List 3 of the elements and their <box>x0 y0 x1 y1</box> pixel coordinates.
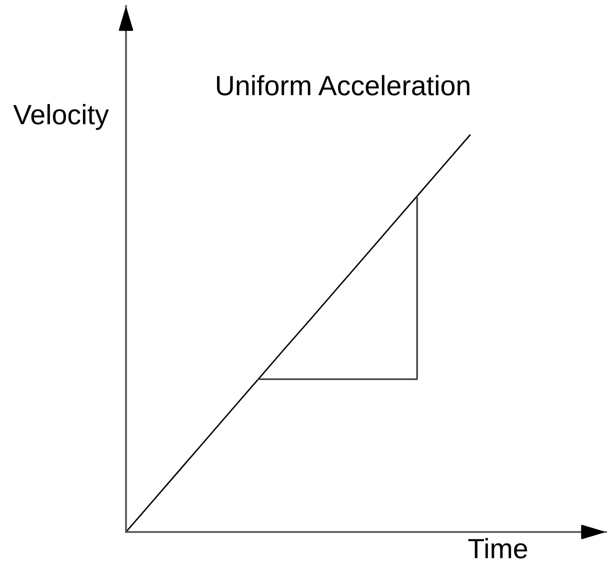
x-axis-title: Time <box>468 538 528 558</box>
chart-title: Uniform Acceleration <box>217 75 470 96</box>
y-axis-title: Velocity <box>13 104 109 130</box>
